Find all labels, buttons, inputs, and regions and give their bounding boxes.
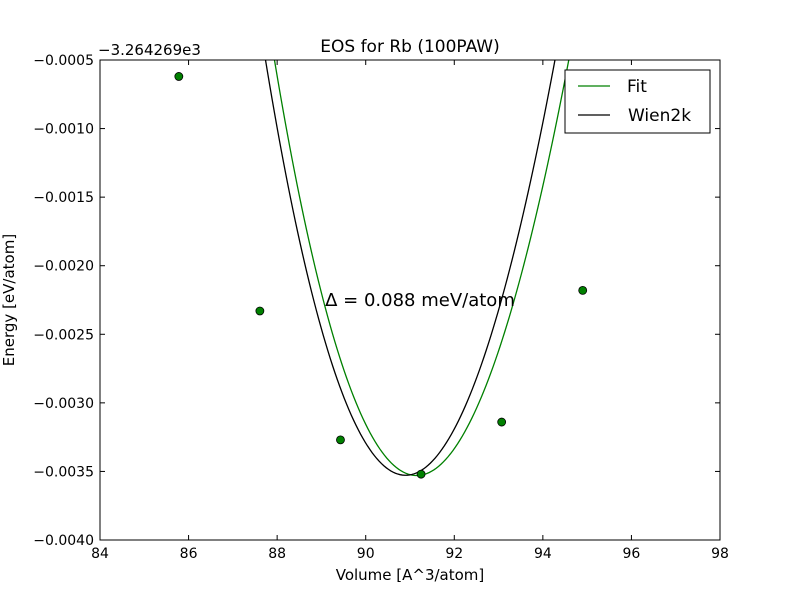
data-point — [255, 306, 265, 316]
y-tick-label: −0.0010 — [33, 122, 94, 138]
y-tick-label: −0.0005 — [33, 53, 94, 69]
data-point — [416, 469, 426, 479]
x-tick-label: 84 — [91, 546, 109, 562]
legend-label-wien2k: Wien2k — [628, 106, 691, 126]
x-tick-label: 86 — [180, 546, 198, 562]
legend-label-fit: Fit — [627, 77, 647, 97]
x-tick-label: 96 — [623, 546, 641, 562]
y-tick-label: −0.0025 — [33, 327, 94, 343]
axes-layer: 84 86 88 90 92 94 96 98 −0.0040 −0.0035 −0.0030 −0.… — [33, 53, 729, 562]
data-point — [578, 285, 588, 295]
y-tick-label: −0.0040 — [33, 533, 94, 549]
x-tick-label: 88 — [268, 546, 286, 562]
data-point — [336, 435, 345, 445]
data-point — [174, 72, 184, 81]
legend: Fit Wien2k — [564, 69, 711, 134]
plot-layer — [174, 60, 588, 479]
delta-annotation: Δ = 0.088 meV/atom — [325, 290, 515, 311]
data-point — [497, 417, 507, 427]
x-tick-label: 90 — [357, 546, 375, 562]
y-axis-label: Energy [eV/atom] — [0, 234, 18, 366]
x-tick-label: 98 — [711, 546, 729, 562]
y-offset-label: −3.264269e3 — [98, 41, 201, 59]
chart-title: EOS for Rb (100PAW) — [320, 37, 500, 57]
x-tick-label: 94 — [534, 546, 552, 562]
y-tick-label: −0.0020 — [33, 259, 94, 275]
series-line-wien2k — [264, 60, 556, 476]
series-line-fit — [273, 60, 570, 477]
legend-box — [564, 69, 711, 134]
y-tick-label: −0.0015 — [33, 190, 94, 206]
x-axis-label: Volume [A^3/atom] — [336, 566, 485, 584]
plot-frame — [99, 59, 721, 541]
y-tick-label: −0.0030 — [33, 396, 94, 412]
y-tick-label: −0.0035 — [33, 464, 94, 480]
x-tick-label: 92 — [445, 546, 463, 562]
